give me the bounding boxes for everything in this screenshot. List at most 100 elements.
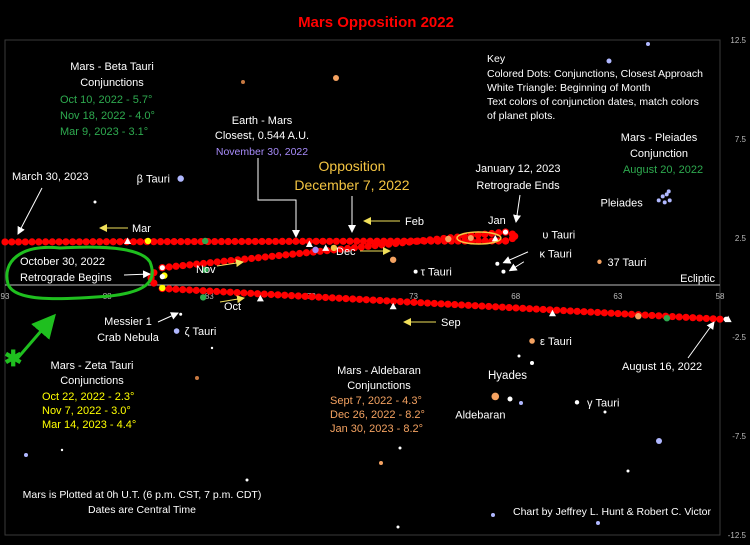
kappa-pointer bbox=[508, 261, 525, 272]
y-tick-label: 7.5 bbox=[735, 135, 747, 144]
opposition-annotation: Opposition December 7, 2022 bbox=[294, 158, 409, 193]
background-star bbox=[24, 453, 28, 457]
mars-position-dot bbox=[238, 237, 246, 246]
mars-position-dot bbox=[607, 309, 615, 317]
star-label: β Tauri bbox=[137, 174, 170, 186]
mars-position-dot bbox=[695, 314, 704, 322]
key-line-4: of planet plots. bbox=[487, 110, 555, 122]
ald-date-3: Jan 30, 2023 - 8.2° bbox=[330, 423, 423, 435]
mars-position-dot bbox=[434, 237, 442, 245]
month-labels: Mar Feb Jan Dec Nov Oct Sep bbox=[99, 215, 506, 329]
month-start-triangle bbox=[322, 244, 330, 251]
mars-position-dot bbox=[193, 260, 201, 268]
messier-1-dot bbox=[179, 312, 183, 316]
mars-position-dot bbox=[315, 293, 323, 301]
earth-mars-annotation: Earth - Mars Closest, 0.544 A.U. Novembe… bbox=[215, 115, 309, 158]
mars-position-dot bbox=[213, 287, 221, 296]
mars-position-dot bbox=[621, 310, 629, 318]
mars-position-dot bbox=[376, 296, 384, 305]
mars-position-dot bbox=[326, 237, 334, 245]
mars-position-dot bbox=[8, 238, 16, 246]
conjunction-dot bbox=[144, 237, 152, 245]
month-feb: Feb bbox=[405, 216, 424, 228]
mar30-label: March 30, 2023 bbox=[12, 171, 88, 183]
zeta-date-3: Mar 14, 2023 - 4.4° bbox=[42, 419, 136, 431]
nov-arrow bbox=[216, 259, 244, 268]
mars-position-dot bbox=[355, 295, 364, 303]
mars-position-dot bbox=[179, 261, 187, 270]
mars-position-dot bbox=[35, 238, 43, 246]
mars-position-dot bbox=[265, 237, 273, 246]
pleiades-title: Mars - Pleiades bbox=[621, 132, 698, 144]
month-start-triangle bbox=[256, 294, 264, 302]
mars-position-dot bbox=[14, 238, 23, 246]
mars-position-dot bbox=[353, 237, 361, 245]
mars-position-dot bbox=[227, 256, 235, 265]
opposition-title: Opposition bbox=[319, 158, 386, 174]
chart-title: Mars Opposition 2022 bbox=[298, 14, 454, 31]
mars-position-dot bbox=[82, 238, 90, 246]
mars-position-dot bbox=[420, 237, 428, 245]
star-dot bbox=[574, 400, 580, 405]
month-jan: Jan bbox=[488, 215, 506, 227]
mars-position-dot bbox=[716, 315, 724, 323]
beta-date-2: Nov 18, 2022 - 4.0° bbox=[60, 110, 155, 122]
mars-position-dot bbox=[89, 238, 97, 246]
background-stars bbox=[24, 42, 662, 529]
star-dot bbox=[529, 338, 535, 344]
zeta-tauri-annotation: Mars - Zeta Tauri Conjunctions Oct 22, 2… bbox=[42, 360, 136, 431]
mars-position-dot bbox=[258, 237, 266, 246]
mars-position-dot bbox=[332, 237, 341, 245]
month-start-triangle bbox=[389, 302, 397, 310]
beta-title: Mars - Beta Tauri bbox=[70, 61, 154, 73]
mars-position-dot bbox=[289, 250, 297, 258]
mars-position-dot bbox=[48, 238, 56, 246]
oct30-sub: Retrograde Begins bbox=[20, 272, 112, 284]
mars-position-dot bbox=[702, 314, 710, 323]
aug16-label: August 16, 2022 bbox=[622, 361, 702, 373]
background-star bbox=[491, 513, 495, 517]
mars-position-dot bbox=[648, 311, 656, 320]
oct30-annotation: October 30, 2022 Retrograde Begins bbox=[20, 256, 112, 284]
retrograde-highlight-loop bbox=[5, 245, 154, 301]
conjunction-dot bbox=[635, 313, 642, 320]
oct30-pointer bbox=[123, 270, 151, 279]
mars-position-dot bbox=[587, 308, 595, 316]
ald-date-2: Dec 26, 2022 - 8.2° bbox=[330, 409, 425, 421]
mars-position-dot bbox=[369, 296, 377, 304]
mars-position-dot bbox=[373, 237, 381, 245]
mars-position-dot bbox=[179, 286, 187, 294]
conjunction-dot bbox=[159, 284, 166, 292]
mars-position-dot bbox=[231, 237, 239, 246]
zeta-date-2: Nov 7, 2022 - 3.0° bbox=[42, 405, 131, 417]
mars-position-dot bbox=[206, 259, 214, 267]
pleiades-star-dot bbox=[662, 200, 667, 205]
mars-position-dot bbox=[211, 237, 219, 246]
mars-position-dot bbox=[275, 251, 283, 260]
background-star bbox=[245, 478, 249, 482]
mars-position-dot bbox=[464, 301, 472, 309]
y-tick-label: -12.5 bbox=[728, 531, 747, 540]
mars-position-dot bbox=[253, 290, 262, 298]
mars-position-dot bbox=[21, 238, 29, 246]
jan12-sub: Retrograde Ends bbox=[476, 180, 560, 192]
mars-position-dot bbox=[190, 237, 198, 246]
mars-position-dot bbox=[668, 312, 676, 321]
mars-position-dot bbox=[410, 298, 418, 306]
upsilon-pointer bbox=[502, 251, 529, 264]
beta-date-1: Oct 10, 2022 - 5.7° bbox=[60, 94, 152, 106]
mars-position-dot bbox=[525, 305, 534, 313]
pleiades-star-dot bbox=[667, 198, 672, 203]
mars-position-dot bbox=[254, 254, 262, 262]
pleiades-star-dot bbox=[660, 194, 665, 199]
aldebaran-annotation: Mars - Aldebaran Conjunctions Sept 7, 20… bbox=[330, 365, 425, 435]
mars-position-dot bbox=[491, 303, 500, 311]
x-tick-label: 73 bbox=[409, 292, 418, 301]
y-tick-label: 2.5 bbox=[735, 234, 747, 243]
background-star bbox=[60, 448, 64, 452]
star-label: ζ Tauri bbox=[185, 326, 217, 338]
mars-position-dot bbox=[192, 286, 200, 294]
month-start-triangle bbox=[548, 309, 556, 317]
earth-sub: Closest, 0.544 A.U. bbox=[215, 130, 309, 142]
